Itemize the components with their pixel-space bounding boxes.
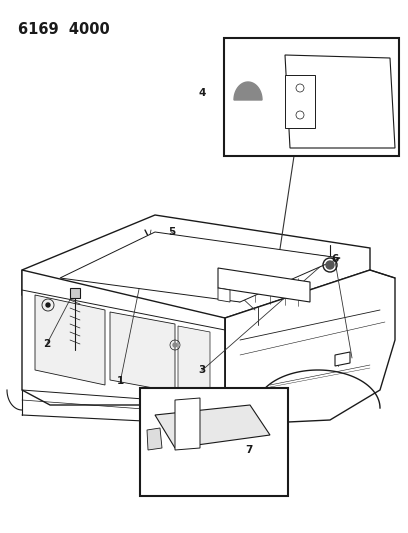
Polygon shape — [70, 288, 80, 298]
Polygon shape — [218, 268, 310, 302]
Text: 4: 4 — [198, 88, 206, 98]
Polygon shape — [225, 270, 395, 425]
Text: 6169  4000: 6169 4000 — [18, 22, 110, 37]
Text: 3: 3 — [198, 366, 206, 375]
Bar — [140, 388, 288, 496]
Polygon shape — [155, 405, 270, 448]
Circle shape — [46, 303, 50, 307]
Polygon shape — [178, 326, 210, 396]
Polygon shape — [285, 55, 395, 148]
Text: 1: 1 — [117, 376, 124, 386]
Bar — [224, 38, 399, 156]
Polygon shape — [335, 352, 350, 366]
Polygon shape — [285, 75, 315, 128]
Text: 7: 7 — [245, 446, 253, 455]
Text: 6: 6 — [331, 254, 338, 263]
Text: 2: 2 — [43, 339, 51, 349]
Polygon shape — [234, 82, 262, 100]
Circle shape — [173, 343, 177, 347]
Polygon shape — [218, 288, 230, 302]
Polygon shape — [110, 312, 175, 392]
Text: 5: 5 — [168, 227, 175, 237]
Polygon shape — [175, 398, 200, 450]
Polygon shape — [60, 232, 340, 302]
Circle shape — [326, 261, 334, 269]
Polygon shape — [147, 428, 162, 450]
Polygon shape — [35, 295, 105, 385]
Polygon shape — [22, 270, 225, 405]
Polygon shape — [22, 215, 370, 318]
